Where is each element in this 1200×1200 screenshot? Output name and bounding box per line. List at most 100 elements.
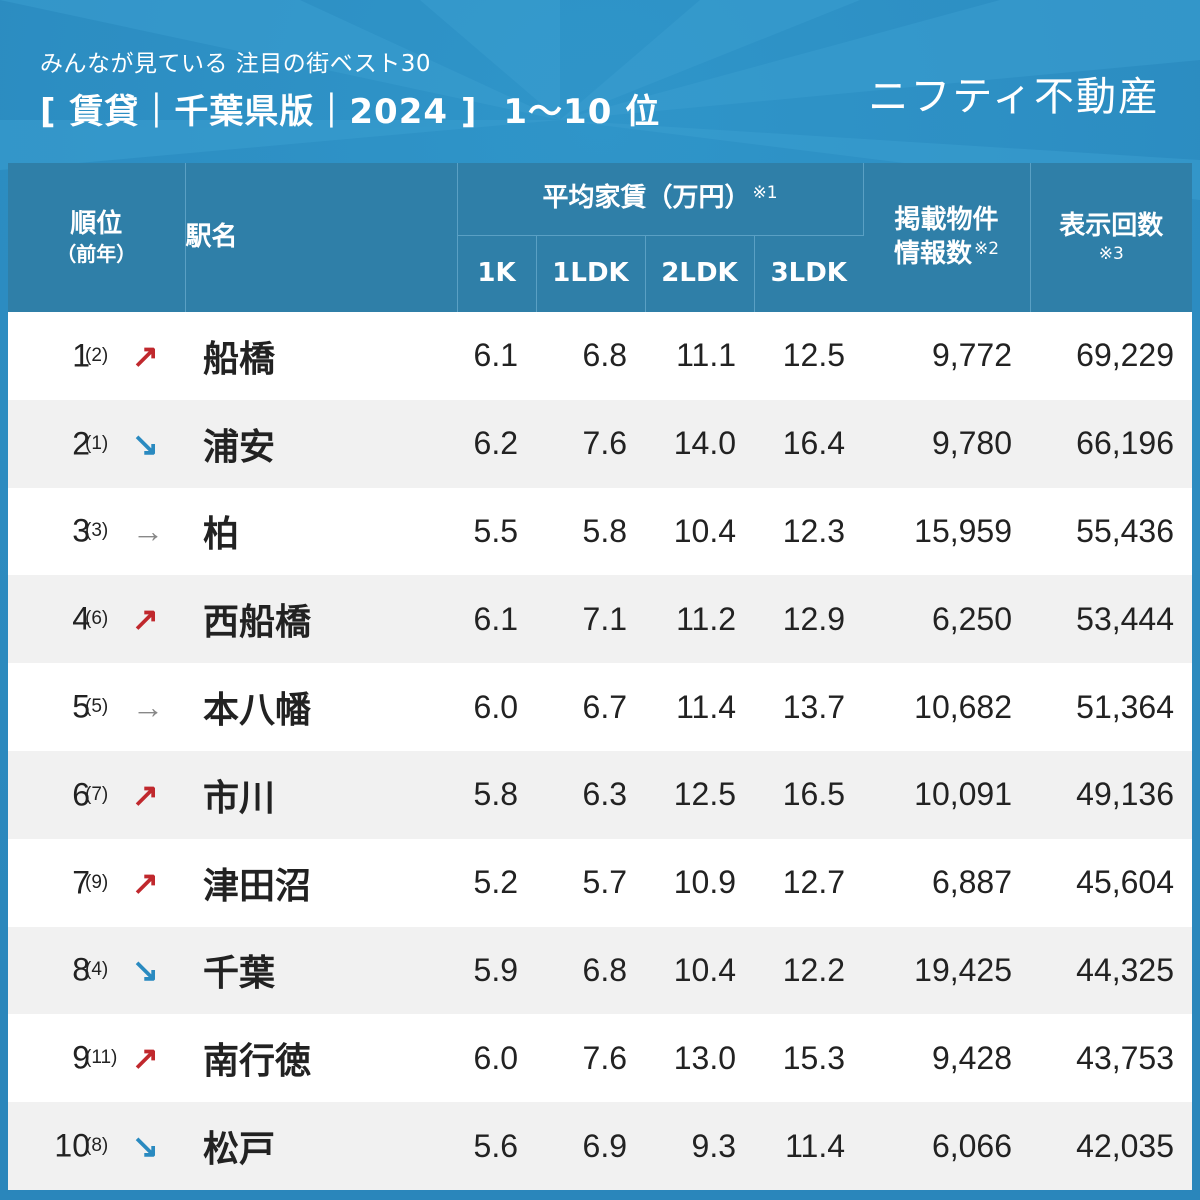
- previous-rank: (6): [85, 608, 109, 630]
- rank-number: 10: [54, 1127, 90, 1164]
- view-count: 69,229: [1030, 312, 1193, 400]
- table-row: 1 (2) ↗ 船橋 6.1 6.8 11.1 12.5 9,772 69,229: [8, 312, 1193, 400]
- station-name: 西船橋: [185, 575, 457, 664]
- rent-1ldk: 6.8: [536, 926, 645, 1015]
- rank-cell: 7 (9) ↗: [8, 838, 185, 927]
- header-rent-note: ※1: [752, 183, 778, 204]
- header-title-text: [ 賃貸｜千葉県版｜2024 ]: [40, 92, 478, 132]
- view-count: 49,136: [1030, 750, 1193, 839]
- rent-2ldk: 13.0: [645, 1014, 754, 1103]
- ranking-rows: 1 (2) ↗ 船橋 6.1 6.8 11.1 12.5 9,772 69,229 2 (1) ↘ 浦安 6…: [8, 312, 1193, 1190]
- previous-rank: (2): [85, 344, 109, 366]
- rent-1k: 5.8: [457, 750, 536, 839]
- rent-1k: 5.6: [457, 1102, 536, 1190]
- listings-count: 10,682: [863, 663, 1031, 751]
- rent-3ldk: 16.5: [754, 750, 864, 839]
- rent-1k: 6.0: [457, 1014, 536, 1103]
- rank-cell: 10 (8) ↘: [8, 1102, 185, 1190]
- header-views-note: ※3: [1098, 244, 1124, 265]
- rank-cell: 2 (1) ↘: [8, 399, 185, 488]
- rank-number: 1: [72, 337, 90, 374]
- header-rank: 順位 （前年）: [8, 163, 186, 312]
- listings-count: 19,425: [863, 926, 1031, 1015]
- view-count: 45,604: [1030, 838, 1193, 927]
- rank-number: 4: [72, 600, 90, 637]
- trend-up-arrow-icon: ↗: [132, 1040, 159, 1077]
- rent-3ldk: 12.5: [754, 312, 864, 400]
- previous-rank: (8): [85, 1135, 109, 1157]
- header-rank-range: 1〜10 位: [503, 92, 661, 132]
- rank-number: 2: [72, 425, 90, 462]
- station-name: 柏: [185, 487, 457, 576]
- view-count: 42,035: [1030, 1102, 1193, 1190]
- header-views-label: 表示回数: [1059, 210, 1164, 241]
- rent-1k: 6.1: [457, 312, 536, 400]
- rent-1k: 6.0: [457, 663, 536, 751]
- station-name: 津田沼: [185, 838, 457, 927]
- rent-3ldk: 12.7: [754, 838, 864, 927]
- previous-rank: (1): [85, 432, 109, 454]
- view-count: 53,444: [1030, 575, 1193, 664]
- table-row: 3 (3) → 柏 5.5 5.8 10.4 12.3 15,959 55,436: [8, 487, 1193, 576]
- header-rent: 平均家賃（万円） ※1: [457, 163, 864, 236]
- station-name: 千葉: [185, 926, 457, 1015]
- table-row: 4 (6) ↗ 西船橋 6.1 7.1 11.2 12.9 6,250 53,444: [8, 575, 1193, 664]
- rent-2ldk: 11.4: [645, 663, 754, 751]
- view-count: 55,436: [1030, 487, 1193, 576]
- rent-1k: 5.5: [457, 487, 536, 576]
- trend-up-arrow-icon: ↗: [132, 337, 159, 374]
- rent-1ldk: 5.8: [536, 487, 645, 576]
- header-rank-prev: （前年）: [56, 242, 137, 267]
- previous-rank: (3): [85, 520, 109, 542]
- header-rent-label: 平均家賃（万円）: [542, 183, 751, 214]
- station-name: 松戸: [185, 1102, 457, 1190]
- listings-count: 6,887: [863, 838, 1031, 927]
- rank-cell: 6 (7) ↗: [8, 750, 185, 839]
- rent-2ldk: 10.4: [645, 487, 754, 576]
- station-name: 本八幡: [185, 663, 457, 751]
- station-name: 南行徳: [185, 1014, 457, 1103]
- trend-down-arrow-icon: ↘: [132, 425, 159, 462]
- station-name: 市川: [185, 750, 457, 839]
- rank-number: 8: [72, 951, 90, 988]
- rent-1ldk: 6.9: [536, 1102, 645, 1190]
- listings-count: 6,250: [863, 575, 1031, 664]
- listings-count: 9,428: [863, 1014, 1031, 1103]
- trend-up-arrow-icon: ↗: [132, 864, 159, 901]
- header-listings-line2: 情報数: [893, 238, 972, 269]
- table-row: 8 (4) ↘ 千葉 5.9 6.8 10.4 12.2 19,425 44,325: [8, 926, 1193, 1015]
- previous-rank: (5): [85, 696, 109, 718]
- view-count: 51,364: [1030, 663, 1193, 751]
- trend-flat-arrow-icon: →: [132, 513, 164, 550]
- rank-cell: 9 (11) ↗: [8, 1014, 185, 1103]
- rent-1ldk: 6.3: [536, 750, 645, 839]
- table-row: 2 (1) ↘ 浦安 6.2 7.6 14.0 16.4 9,780 66,196: [8, 399, 1193, 488]
- view-count: 43,753: [1030, 1014, 1193, 1103]
- rent-1k: 6.1: [457, 575, 536, 664]
- trend-down-arrow-icon: ↘: [132, 1128, 159, 1165]
- trend-up-arrow-icon: ↗: [132, 601, 159, 638]
- rent-1k: 5.9: [457, 926, 536, 1015]
- rent-1ldk: 7.1: [536, 575, 645, 664]
- trend-down-arrow-icon: ↘: [132, 952, 159, 989]
- previous-rank: (4): [85, 959, 109, 981]
- rent-2ldk: 9.3: [645, 1102, 754, 1190]
- table-row: 9 (11) ↗ 南行徳 6.0 7.6 13.0 15.3 9,428 43,753: [8, 1014, 1193, 1103]
- rent-3ldk: 12.2: [754, 926, 864, 1015]
- view-count: 66,196: [1030, 399, 1193, 488]
- table-row: 5 (5) → 本八幡 6.0 6.7 11.4 13.7 10,682 51,364: [8, 663, 1193, 751]
- rent-3ldk: 12.3: [754, 487, 864, 576]
- rent-2ldk: 14.0: [645, 399, 754, 488]
- view-count: 44,325: [1030, 926, 1193, 1015]
- rent-1ldk: 6.7: [536, 663, 645, 751]
- rank-number: 5: [72, 688, 90, 725]
- header-title: [ 賃貸｜千葉県版｜2024 ] 1〜10 位: [40, 84, 660, 133]
- rent-3ldk: 12.9: [754, 575, 864, 664]
- rent-2ldk: 10.4: [645, 926, 754, 1015]
- rank-cell: 4 (6) ↗: [8, 575, 185, 664]
- header-2ldk: 2LDK: [645, 235, 755, 312]
- rank-cell: 3 (3) →: [8, 487, 185, 576]
- trend-flat-arrow-icon: →: [132, 689, 164, 726]
- header-rank-label: 順位: [70, 208, 123, 239]
- brand-logo-text: ニフティ不動産: [868, 74, 1160, 120]
